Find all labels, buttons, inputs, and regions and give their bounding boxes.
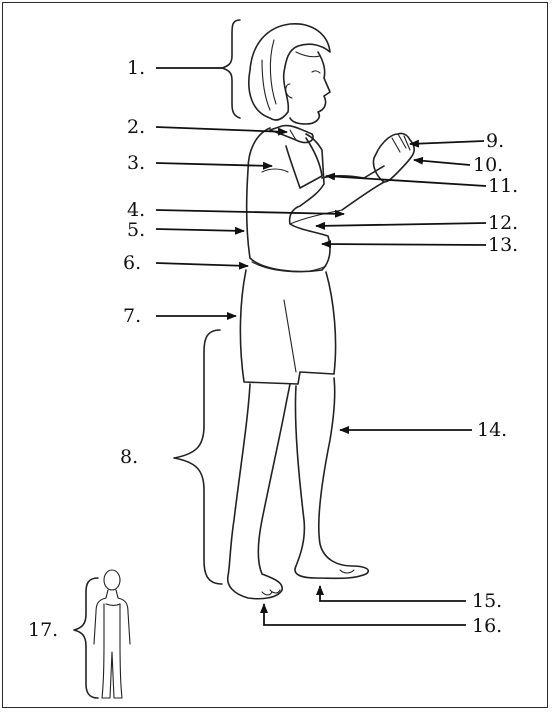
shirt	[245, 127, 331, 273]
back-leg	[294, 377, 370, 580]
label-12: 12.	[488, 212, 518, 234]
raised-arm	[321, 165, 385, 211]
brace-leg	[173, 329, 223, 585]
label-11: 11.	[488, 175, 518, 197]
girl-figure	[226, 23, 415, 600]
label-6: 6.	[123, 252, 141, 274]
label-5: 5.	[127, 219, 145, 241]
label-13: 13.	[488, 234, 518, 256]
brace-small-figure	[73, 577, 99, 699]
brace-hair	[221, 19, 241, 119]
small-figure	[93, 569, 131, 699]
label-10: 10.	[473, 154, 503, 176]
label-7: 7.	[123, 305, 141, 327]
label-9: 9.	[486, 130, 504, 152]
label-4: 4.	[127, 199, 145, 221]
shorts	[239, 269, 337, 385]
label-15: 15.	[472, 590, 502, 612]
label-2: 2.	[127, 116, 145, 138]
label-17: 17.	[28, 619, 58, 641]
front-leg	[226, 383, 291, 600]
pointer-lines	[155, 67, 487, 626]
face	[289, 51, 331, 125]
label-14: 14.	[477, 419, 507, 441]
hair	[248, 23, 331, 121]
label-3: 3.	[127, 152, 145, 174]
sleeve	[285, 137, 323, 189]
label-16: 16.	[472, 615, 502, 637]
label-8: 8.	[120, 446, 138, 468]
label-1: 1.	[127, 57, 145, 79]
